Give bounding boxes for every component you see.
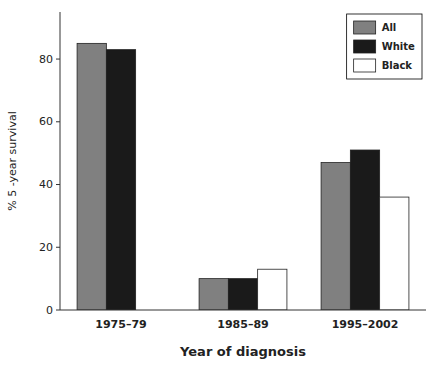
y-tick-label: 0 xyxy=(46,304,53,317)
legend-box xyxy=(347,14,422,79)
bar xyxy=(321,163,350,310)
y-axis-label: % 5 -year survival xyxy=(6,111,19,210)
y-tick xyxy=(56,59,60,60)
bar xyxy=(77,43,106,310)
y-tick-label: 80 xyxy=(39,53,53,66)
y-tick-label: 20 xyxy=(39,241,53,254)
bar xyxy=(228,279,257,310)
legend-label: Black xyxy=(382,60,413,71)
legend: All White Black xyxy=(347,14,422,79)
y-axis-line xyxy=(60,12,61,310)
bar xyxy=(106,50,135,310)
y-tick xyxy=(56,310,60,311)
y-tick xyxy=(56,121,60,122)
bar xyxy=(258,269,287,310)
legend-label: All xyxy=(382,22,397,33)
x-tick-label: 1985–89 xyxy=(217,318,268,331)
x-tick-label: 1995–2002 xyxy=(332,318,399,331)
bar xyxy=(350,150,379,310)
x-tick-label: 1975–79 xyxy=(95,318,146,331)
y-tick xyxy=(56,247,60,248)
y-tick-label: 60 xyxy=(39,115,53,128)
y-tick-label: 40 xyxy=(39,178,53,191)
bars xyxy=(77,43,409,310)
chart: 0 20 40 60 80 1975–79 1985–89 1995–2002 Year of … xyxy=(0,0,436,368)
legend-swatch xyxy=(354,40,376,53)
legend-swatch xyxy=(354,59,376,72)
y-tick xyxy=(56,184,60,185)
legend-label: White xyxy=(382,41,415,52)
bar xyxy=(380,197,409,310)
chart-container: 0 20 40 60 80 1975–79 1985–89 1995–2002 Year of … xyxy=(0,0,436,368)
legend-swatch xyxy=(354,21,376,34)
bar xyxy=(199,279,228,310)
x-axis-line xyxy=(60,310,426,311)
x-axis-label: Year of diagnosis xyxy=(179,344,306,359)
